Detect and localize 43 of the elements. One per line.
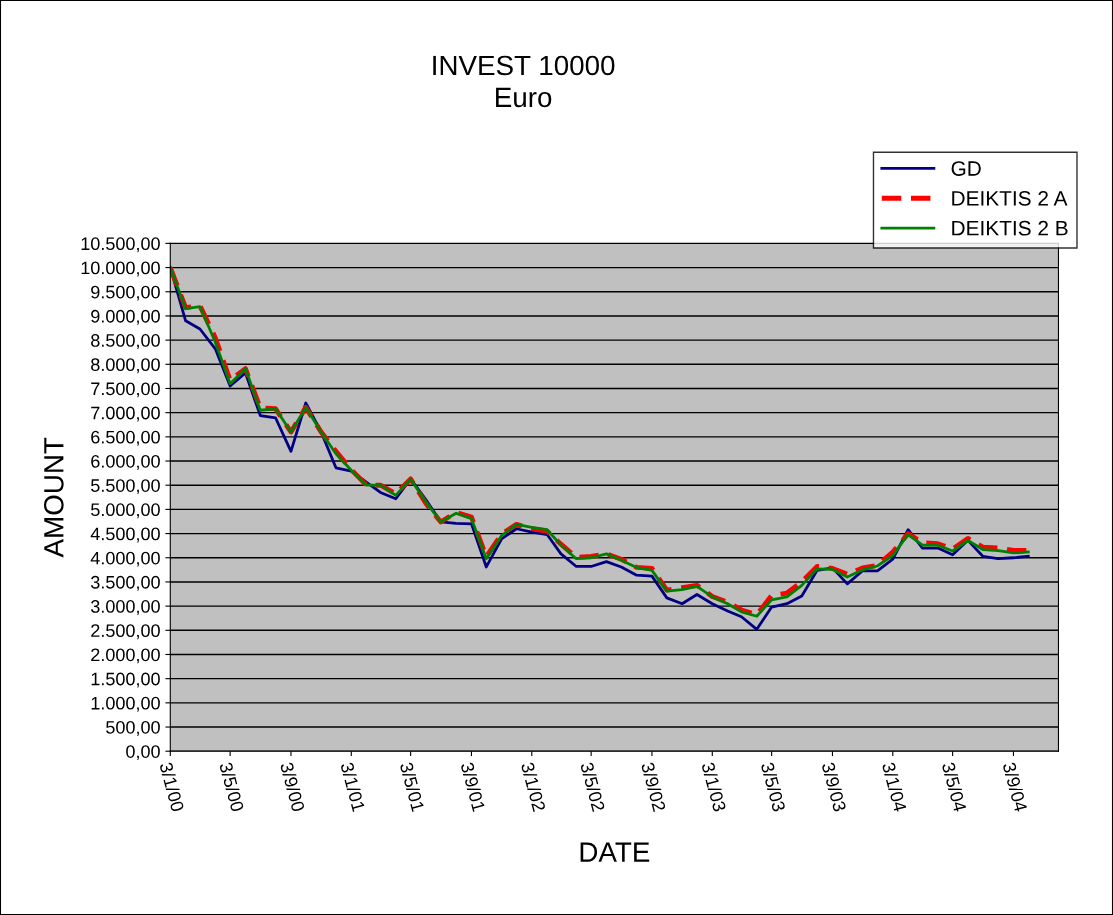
x-tick-label: 3/9/00 <box>279 761 306 813</box>
y-tick-label: 7.000,00 <box>91 406 160 422</box>
x-axis-title: DATE <box>580 842 650 862</box>
x-tick-label: 3/5/01 <box>399 761 426 813</box>
y-tick-label: 4.500,00 <box>90 527 160 543</box>
x-tick-label: 3/1/04 <box>881 761 908 813</box>
legend-label: DEIKTIS 2 A <box>952 190 1068 206</box>
legend-label: DEIKTIS 2 B <box>952 220 1068 236</box>
y-tick-label: 7.500,00 <box>91 382 160 398</box>
y-tick-label: 10.500,00 <box>81 237 160 253</box>
y-tick-label: 9.000,00 <box>91 309 160 325</box>
y-tick-label: 1.000,00 <box>91 696 160 712</box>
x-tick-label: 3/1/02 <box>520 761 547 812</box>
y-tick-label: 1.500,00 <box>91 672 160 688</box>
x-tick-label: 3/9/03 <box>821 761 847 813</box>
y-tick-label: 3.500,00 <box>90 575 160 591</box>
x-tick-label: 3/5/04 <box>941 761 968 813</box>
y-tick-label: 0,00 <box>126 745 160 761</box>
y-tick-label: 10.000,00 <box>81 261 160 277</box>
legend-label: GD <box>951 161 981 176</box>
x-tick-label: 3/5/03 <box>760 761 787 813</box>
y-tick-label: 8.500,00 <box>91 334 160 349</box>
chart-title: INVEST 10000 Euro <box>433 55 615 108</box>
x-tick-label: 3/1/00 <box>159 761 185 813</box>
x-tick-label: 3/1/03 <box>701 761 727 813</box>
y-tick-label: 4.000,00 <box>90 551 160 567</box>
x-tick-label: 3/5/00 <box>219 761 245 813</box>
y-tick-label: 2.000,00 <box>91 648 160 664</box>
x-tick-label: 3/9/02 <box>640 761 667 812</box>
y-tick-label: 5.500,00 <box>91 479 160 495</box>
y-tick-label: 2.500,00 <box>91 624 160 640</box>
y-axis-title: AMOUNT <box>43 437 64 558</box>
y-tick-label: 9.500,00 <box>91 285 160 301</box>
x-tick-label: 3/1/01 <box>340 761 366 813</box>
y-tick-label: 500,00 <box>106 720 160 736</box>
y-tick-label: 6.000,00 <box>91 454 160 470</box>
y-tick-label: 8.000,00 <box>91 358 160 374</box>
y-tick-label: 3.000,00 <box>90 600 160 615</box>
x-tick-label: 3/5/02 <box>580 761 606 812</box>
x-tick-label: 3/9/04 <box>1002 761 1028 813</box>
y-tick-label: 5.000,00 <box>91 503 160 519</box>
y-tick-label: 6.500,00 <box>91 430 160 446</box>
x-tick-label: 3/9/01 <box>460 761 486 813</box>
